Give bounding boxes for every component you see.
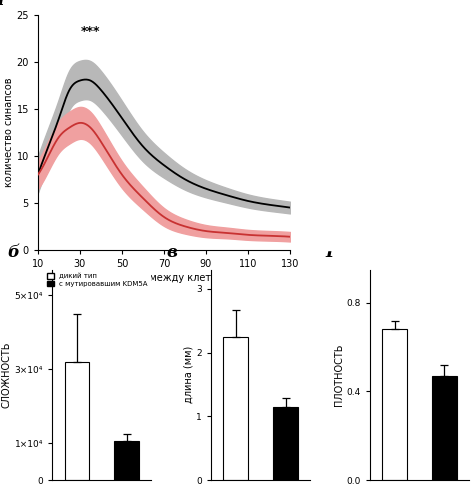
Text: ***: *** bbox=[81, 25, 100, 38]
Text: б: б bbox=[8, 244, 19, 261]
Bar bbox=[223, 337, 248, 480]
Bar bbox=[383, 329, 407, 480]
Y-axis label: СЛОЖНОСТЬ: СЛОЖНОСТЬ bbox=[2, 342, 12, 408]
Text: Г: Г bbox=[325, 244, 337, 261]
Y-axis label: ПЛОТНОСТЬ: ПЛОТНОСТЬ bbox=[334, 343, 344, 406]
Text: с покнаутированным KDM5A: с покнаутированным KDM5A bbox=[319, 143, 424, 149]
Text: дикий тип: дикий тип bbox=[319, 20, 357, 27]
Y-axis label: количество синапсов: количество синапсов bbox=[4, 77, 14, 187]
Text: ***: *** bbox=[436, 393, 453, 404]
Text: ***: *** bbox=[277, 421, 294, 432]
Bar bbox=[432, 376, 457, 480]
Bar bbox=[273, 407, 298, 480]
X-axis label: расстояние между клетками`: расстояние между клетками` bbox=[87, 272, 241, 283]
Y-axis label: длина (мм): длина (мм) bbox=[183, 346, 193, 403]
Text: в: в bbox=[166, 244, 177, 261]
Legend: дикий тип, с мутировавшим KDM5A: дикий тип, с мутировавшим KDM5A bbox=[47, 273, 148, 287]
Text: а: а bbox=[0, 0, 4, 9]
Bar bbox=[64, 362, 90, 480]
Bar bbox=[114, 441, 139, 480]
Text: **: ** bbox=[121, 454, 133, 465]
